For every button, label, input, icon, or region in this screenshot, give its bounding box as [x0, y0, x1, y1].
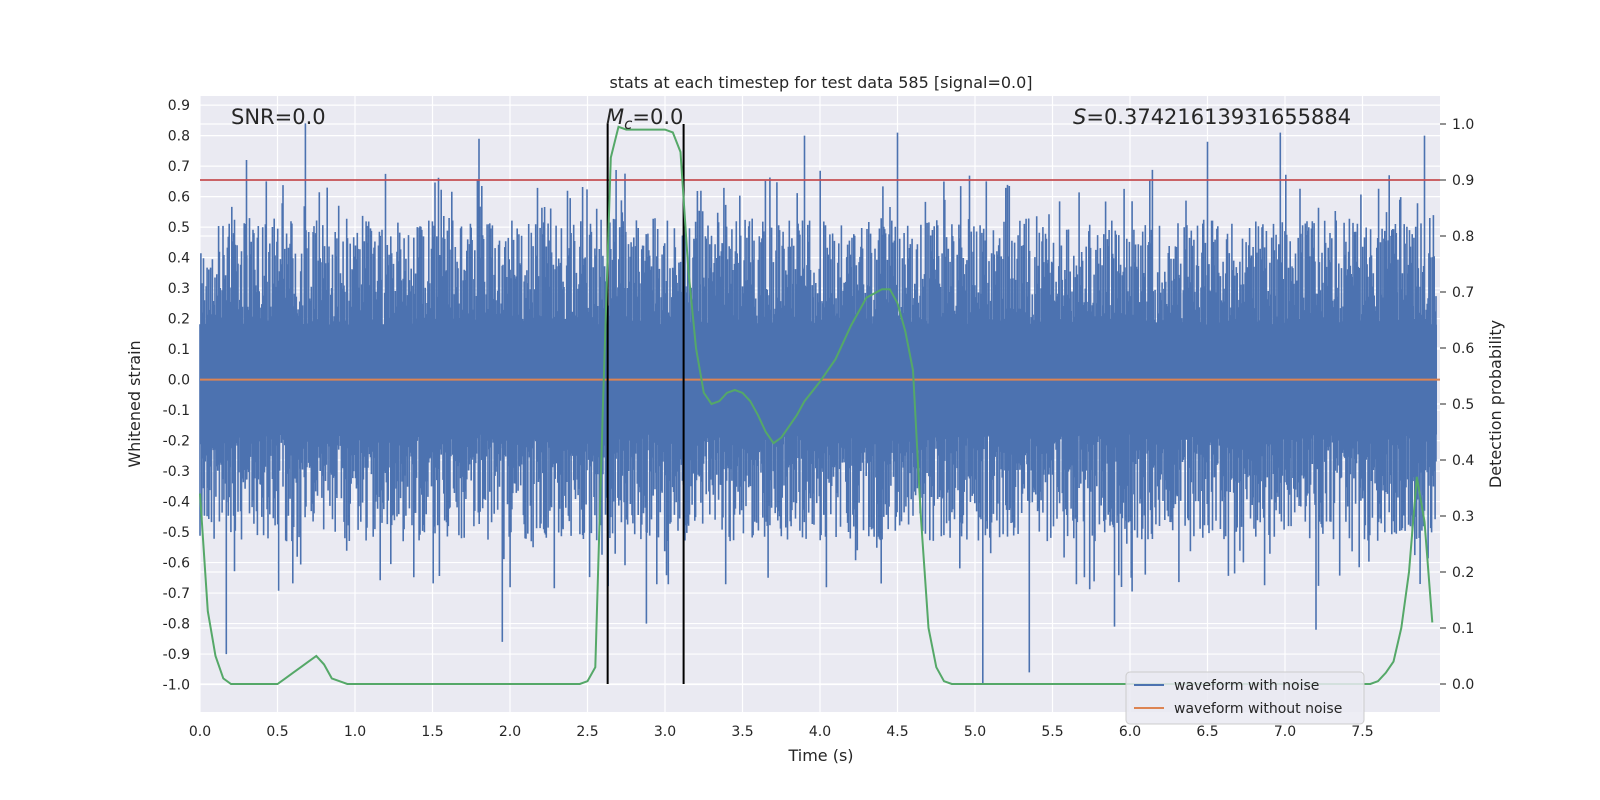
y-tick-label: 0.2: [168, 312, 190, 328]
x-tick-label: 6.5: [1196, 724, 1218, 740]
y-axis-label-left: Whitened strain: [125, 340, 144, 467]
series-detection-probability: [199, 125, 1434, 685]
x-axis-label: Time (s): [787, 746, 853, 765]
x-tick-label: 5.5: [1041, 724, 1063, 740]
s-symbol: S: [1073, 105, 1086, 129]
x-axis-ticks: 0.0 0.5 1.0 1.5 2.0 2.5 3.0 3.5 4.0 4.5 5.0 5.5 6.0 6…: [189, 724, 1374, 740]
legend-box: [1125, 671, 1365, 725]
y-tick-label: -0.1: [163, 403, 190, 419]
y-tick-label: 0.9: [168, 98, 190, 114]
y-right-tick-label: 0.8: [1452, 229, 1474, 245]
mc-annotation: Mc=0.0: [606, 105, 683, 133]
y-tick-label: -0.2: [163, 434, 190, 450]
y-right-tick-label: 0.1: [1452, 621, 1474, 637]
x-tick-label: 0.0: [189, 724, 211, 740]
y-axis-label-right: Detection probability: [1486, 320, 1505, 488]
y-tick-label: -0.6: [163, 556, 190, 572]
x-tick-label: 4.5: [886, 724, 908, 740]
mc-subscript: c: [624, 115, 633, 133]
x-tick-label: 5.0: [964, 724, 986, 740]
mc-symbol: M: [606, 105, 624, 129]
x-tick-label: 7.0: [1274, 724, 1296, 740]
y-tick-label: -1.0: [163, 678, 190, 694]
y-right-tick-label: 0.4: [1452, 453, 1474, 469]
y-tick-label: 0.7: [168, 159, 190, 175]
y-right-tick-label: 0.3: [1452, 509, 1474, 525]
y-right-tick-label: 0.9: [1452, 173, 1474, 189]
y-tick-label: -0.8: [163, 617, 190, 633]
y-tick-label: 0.0: [168, 373, 190, 389]
x-tick-label: 3.0: [654, 724, 676, 740]
y-tick-label: -0.7: [163, 586, 190, 602]
x-tick-label: 3.5: [731, 724, 753, 740]
y-right-tick-label: 0.6: [1452, 341, 1474, 357]
y-right-tick-label: 0.7: [1452, 285, 1474, 301]
x-tick-label: 4.0: [809, 724, 831, 740]
s-value: =0.37421613931655884: [1086, 105, 1351, 129]
y-tick-label: 0.3: [168, 281, 190, 297]
legend-label-clean: waveform without noise: [1174, 701, 1342, 717]
snr-annotation: SNR=0.0: [231, 105, 326, 129]
y-axis-ticks-right: 1.0 0.9 0.8 0.7 0.6 0.5 0.4 0.3 0.2 0.1 0.0: [1440, 117, 1474, 693]
chart-title: stats at each timestep for test data 585…: [609, 73, 1032, 92]
y-tick-label: 0.6: [168, 190, 190, 206]
x-tick-label: 7.5: [1351, 724, 1373, 740]
mc-value: =0.0: [632, 105, 683, 129]
y-right-tick-label: 1.0: [1452, 117, 1474, 133]
y-right-tick-label: 0.2: [1452, 565, 1474, 581]
x-tick-label: 6.0: [1119, 724, 1141, 740]
s-annotation: S=0.37421613931655884: [1073, 105, 1351, 129]
y-tick-label: 0.5: [168, 220, 190, 236]
x-tick-label: 2.5: [576, 724, 598, 740]
y-tick-label: 0.8: [168, 129, 190, 145]
x-tick-label: 0.5: [266, 724, 288, 740]
y-tick-label: -0.9: [163, 647, 190, 663]
x-tick-label: 2.0: [499, 724, 521, 740]
x-tick-label: 1.0: [344, 724, 366, 740]
legend: waveform with noise waveform without noi…: [1125, 671, 1365, 725]
y-right-tick-label: 0.5: [1452, 397, 1474, 413]
y-tick-label: -0.5: [163, 525, 190, 541]
x-tick-label: 1.5: [421, 724, 443, 740]
y-right-tick-label: 0.0: [1452, 677, 1474, 693]
y-tick-label: -0.4: [163, 495, 190, 511]
legend-label-noise: waveform with noise: [1174, 678, 1319, 694]
vertical-markers: [606, 124, 685, 684]
y-axis-ticks-left: 0.9 0.8 0.7 0.6 0.5 0.4 0.3 0.2 0.1 0.0 -0.1 -0.2 -0…: [163, 98, 190, 693]
y-tick-label: 0.4: [168, 251, 190, 267]
y-tick-label: -0.3: [163, 464, 190, 480]
y-tick-label: 0.1: [168, 342, 190, 358]
